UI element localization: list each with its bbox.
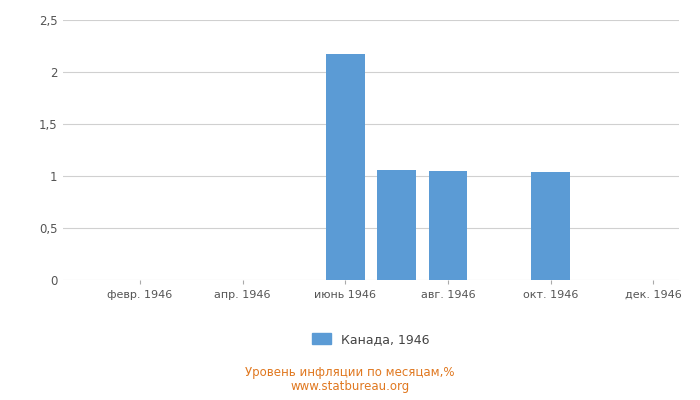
Legend: Канада, 1946: Канада, 1946 [312, 333, 430, 346]
Bar [326, 54, 365, 280]
Bar [428, 171, 467, 280]
Bar [531, 172, 570, 280]
Text: www.statbureau.org: www.statbureau.org [290, 380, 410, 393]
Bar [377, 170, 416, 280]
Text: Уровень инфляции по месяцам,%: Уровень инфляции по месяцам,% [245, 366, 455, 379]
